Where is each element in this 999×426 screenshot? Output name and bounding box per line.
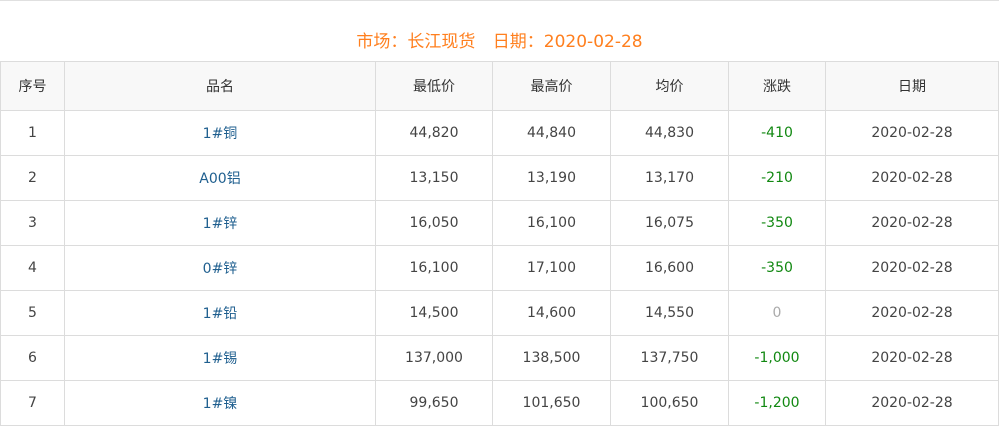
cell-high: 16,100	[492, 200, 611, 246]
header-col-low: 最低价	[375, 61, 493, 111]
cell-date: 2020-02-28	[825, 380, 999, 426]
page-title: 市场：长江现货 日期：2020-02-28	[0, 27, 999, 52]
cell-low: 137,000	[375, 335, 493, 381]
cell-high: 138,500	[492, 335, 611, 381]
cell-change: -350	[728, 245, 826, 291]
table-header-row: 序号 品名 最低价 最高价 均价 涨跌 日期	[0, 61, 999, 111]
top-divider	[0, 0, 999, 2]
cell-index: 2	[0, 155, 65, 201]
cell-low: 13,150	[375, 155, 493, 201]
table-row: 4 0#锌 16,100 17,100 16,600 -350 2020-02-28	[0, 245, 999, 291]
cell-index: 5	[0, 290, 65, 336]
cell-date: 2020-02-28	[825, 110, 999, 156]
price-table: 序号 品名 最低价 最高价 均价 涨跌 日期 1 1#铜 44,820 44,840 44,830-…	[0, 61, 999, 426]
header-col-avg: 均价	[610, 61, 729, 111]
cell-index: 3	[0, 200, 65, 246]
cell-index: 1	[0, 110, 65, 156]
cell-high: 44,840	[492, 110, 611, 156]
table-row: 5 1#铅 14,500 14,600 14,550 0 2020-02-28	[0, 290, 999, 336]
cell-date: 2020-02-28	[825, 245, 999, 291]
date-label: 日期：2020-02-28	[492, 32, 643, 52]
cell-high: 17,100	[492, 245, 611, 291]
header-col-index: 序号	[0, 61, 65, 111]
cell-low: 16,100	[375, 245, 493, 291]
cell-change: 0	[728, 290, 826, 336]
cell-avg: 16,075	[610, 200, 729, 246]
cell-avg: 14,550	[610, 290, 729, 336]
cell-avg: 44,830	[610, 110, 729, 156]
cell-name[interactable]: A00铝	[64, 155, 376, 201]
cell-low: 44,820	[375, 110, 493, 156]
header-col-change: 涨跌	[728, 61, 826, 111]
cell-date: 2020-02-28	[825, 290, 999, 336]
cell-low: 14,500	[375, 290, 493, 336]
cell-change: -350	[728, 200, 826, 246]
cell-change: -210	[728, 155, 826, 201]
header-col-date: 日期	[825, 61, 999, 111]
cell-index: 4	[0, 245, 65, 291]
cell-name[interactable]: 1#镍	[64, 380, 376, 426]
cell-change: -1,200	[728, 380, 826, 426]
table-row: 6 1#锡 137,000 138,500 137,750 -1,000 2020-02-2…	[0, 335, 999, 381]
table-row: 7 1#镍 99,650 101,650 100,650 -1,200 2020-02-28	[0, 380, 999, 426]
cell-low: 16,050	[375, 200, 493, 246]
cell-high: 101,650	[492, 380, 611, 426]
table-row: 3 1#锌 16,050 16,100 16,075 -350 2020-02-28	[0, 200, 999, 246]
cell-change: -1,000	[728, 335, 826, 381]
cell-avg: 16,600	[610, 245, 729, 291]
cell-name[interactable]: 1#锡	[64, 335, 376, 381]
cell-name[interactable]: 1#铜	[64, 110, 376, 156]
cell-name[interactable]: 1#铅	[64, 290, 376, 336]
cell-avg: 137,750	[610, 335, 729, 381]
table-row: 2 A00铝 13,150 13,190 13,170 -210 2020-02-28	[0, 155, 999, 201]
cell-name[interactable]: 1#锌	[64, 200, 376, 246]
header-col-name: 品名	[64, 61, 376, 111]
market-label: 市场：长江现货	[356, 32, 476, 52]
cell-index: 6	[0, 335, 65, 381]
cell-name[interactable]: 0#锌	[64, 245, 376, 291]
cell-change: -410	[728, 110, 826, 156]
table-row: 1 1#铜 44,820 44,840 44,830 -410 2020-02-28	[0, 110, 999, 156]
header-col-high: 最高价	[492, 61, 611, 111]
cell-high: 13,190	[492, 155, 611, 201]
cell-low: 99,650	[375, 380, 493, 426]
cell-index: 7	[0, 380, 65, 426]
cell-avg: 13,170	[610, 155, 729, 201]
cell-high: 14,600	[492, 290, 611, 336]
cell-date: 2020-02-28	[825, 155, 999, 201]
cell-avg: 100,650	[610, 380, 729, 426]
cell-date: 2020-02-28	[825, 335, 999, 381]
cell-date: 2020-02-28	[825, 200, 999, 246]
